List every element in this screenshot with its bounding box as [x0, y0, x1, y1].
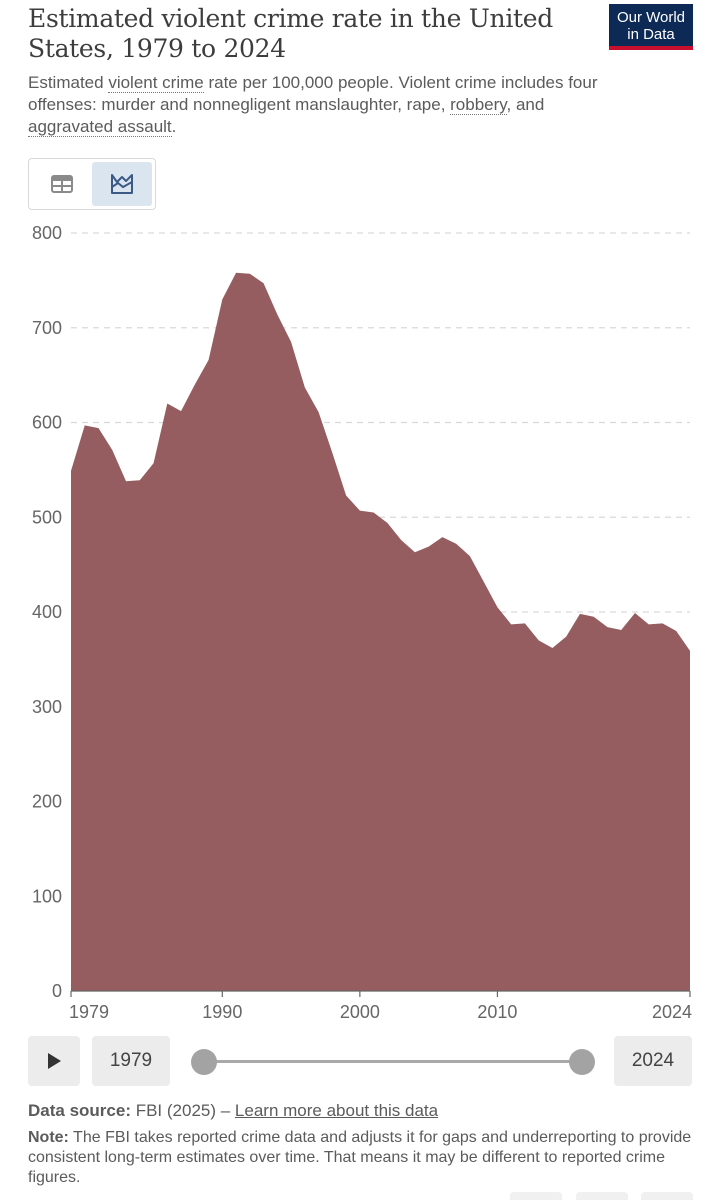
chart-title: Estimated violent crime rate in the Unit… — [28, 4, 553, 63]
table-icon — [51, 175, 73, 193]
y-tick-label: 0 — [52, 981, 62, 1001]
y-tick-label: 100 — [32, 886, 62, 906]
chart-icon — [111, 174, 133, 194]
play-button[interactable] — [28, 1036, 80, 1086]
y-tick-label: 200 — [32, 792, 62, 812]
y-tick-label: 800 — [32, 223, 62, 243]
logo-line1: Our World — [616, 9, 686, 26]
robbery-link[interactable]: robbery — [450, 95, 507, 115]
subtitle-text-1: Estimated — [28, 73, 109, 92]
learn-more-link[interactable]: Learn more about this data — [234, 1101, 439, 1120]
x-tick-label: 2010 — [477, 1002, 517, 1022]
subtitle-text-4: . — [171, 117, 177, 136]
y-tick-label: 600 — [32, 413, 62, 433]
x-tick-label: 2000 — [340, 1002, 380, 1022]
source-text: FBI (2025) – — [130, 1101, 235, 1120]
aggravated-assault-link[interactable]: aggravated assault — [28, 117, 172, 137]
end-year-handle[interactable] — [569, 1049, 595, 1075]
y-axis-ticks: 0 100 200 300 400 500 600 700 800 — [32, 223, 62, 1001]
x-tick-label: 1979 — [69, 1002, 109, 1022]
violent-crime-link[interactable]: violent crime — [108, 73, 204, 93]
y-tick-label: 500 — [32, 507, 62, 527]
table-view-button[interactable] — [32, 162, 92, 206]
violent-crime-area[interactable] — [71, 272, 690, 991]
source-label: Data source: — [28, 1101, 131, 1120]
y-tick-label: 400 — [32, 602, 62, 622]
footer-button[interactable] — [510, 1192, 562, 1200]
footer-button[interactable] — [641, 1192, 693, 1200]
area-series — [71, 272, 690, 991]
data-source: Data source: FBI (2025) – Learn more abo… — [28, 1100, 698, 1122]
note-label: Note: — [28, 1129, 69, 1146]
play-icon — [48, 1053, 61, 1069]
y-tick-label: 700 — [32, 318, 62, 338]
owid-logo[interactable]: Our World in Data — [609, 4, 693, 50]
chart-subtitle: Estimated violent crime rate per 100,000… — [28, 72, 628, 138]
subtitle-text-3: , and — [506, 95, 545, 114]
view-toggle — [28, 158, 156, 210]
x-tick-label: 2024 — [652, 1002, 692, 1022]
timeline-slider-track[interactable] — [204, 1060, 582, 1063]
x-axis-ticks: 1979 1990 2000 2010 2024 — [69, 990, 692, 1022]
footer-button[interactable] — [576, 1192, 628, 1200]
start-year-box[interactable]: 1979 — [92, 1036, 170, 1086]
subtitle-text-2: rate per 100,000 people. Violent crime i… — [28, 73, 598, 114]
note-text: The FBI takes reported crime data and ad… — [28, 1129, 692, 1186]
logo-line2: in Data — [627, 26, 675, 43]
start-year-handle[interactable] — [191, 1049, 217, 1075]
chart-note: Note: The FBI takes reported crime data … — [28, 1128, 698, 1188]
y-tick-label: 300 — [32, 697, 62, 717]
area-chart: 0 100 200 300 400 500 600 700 800 1979 1990 2000 20… — [32, 223, 692, 1022]
end-year-box[interactable]: 2024 — [614, 1036, 692, 1086]
chart-view-button[interactable] — [92, 162, 152, 206]
timeline-controls: 1979 2024 — [0, 1036, 721, 1088]
x-tick-label: 1990 — [202, 1002, 242, 1022]
